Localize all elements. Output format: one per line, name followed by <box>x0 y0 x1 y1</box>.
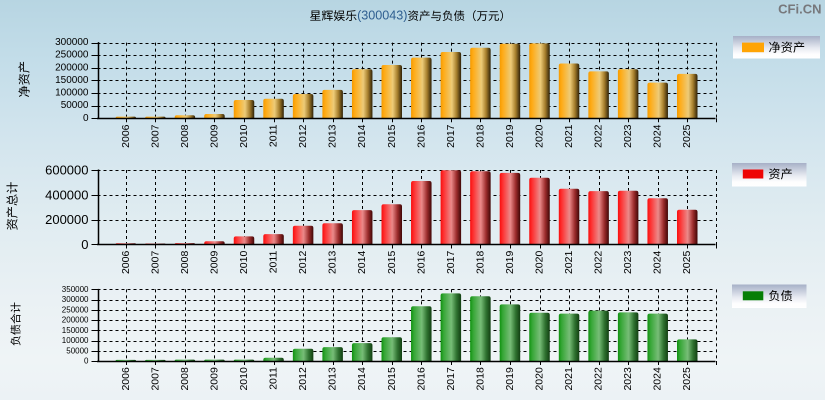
svg-text:2025: 2025 <box>681 367 693 391</box>
svg-text:2009: 2009 <box>208 251 220 275</box>
svg-text:2008: 2008 <box>179 251 191 275</box>
svg-text:150000: 150000 <box>55 75 89 86</box>
svg-text:2017: 2017 <box>445 251 457 275</box>
svg-text:2020: 2020 <box>534 251 546 275</box>
svg-text:2010: 2010 <box>238 124 250 148</box>
svg-text:250000: 250000 <box>55 50 89 61</box>
svg-text:400000: 400000 <box>45 187 88 202</box>
svg-text:100000: 100000 <box>62 336 89 345</box>
svg-text:2006: 2006 <box>120 124 132 148</box>
svg-text:2017: 2017 <box>445 367 457 391</box>
svg-text:2021: 2021 <box>563 251 575 275</box>
svg-text:2023: 2023 <box>622 367 634 391</box>
svg-text:0: 0 <box>81 237 88 252</box>
svg-text:2015: 2015 <box>386 124 398 148</box>
svg-text:2011: 2011 <box>268 251 280 274</box>
svg-text:250000: 250000 <box>62 305 89 314</box>
svg-text:0: 0 <box>83 113 89 124</box>
svg-text:200000: 200000 <box>62 316 89 325</box>
svg-text:2022: 2022 <box>593 124 605 148</box>
svg-text:2020: 2020 <box>534 367 546 391</box>
svg-text:200000: 200000 <box>45 212 88 227</box>
svg-text:2017: 2017 <box>445 124 457 148</box>
svg-text:2013: 2013 <box>327 251 339 275</box>
svg-text:2024: 2024 <box>652 367 664 391</box>
svg-text:2025: 2025 <box>681 251 693 275</box>
svg-text:2011: 2011 <box>268 124 280 147</box>
svg-text:2023: 2023 <box>622 124 634 148</box>
svg-text:2020: 2020 <box>534 124 546 148</box>
svg-text:2019: 2019 <box>504 251 516 275</box>
svg-text:2022: 2022 <box>593 367 605 391</box>
svg-text:2023: 2023 <box>622 251 634 275</box>
svg-text:2007: 2007 <box>149 367 161 391</box>
svg-text:2006: 2006 <box>120 251 132 275</box>
svg-text:2022: 2022 <box>593 251 605 275</box>
svg-text:2021: 2021 <box>563 367 575 391</box>
svg-text:2009: 2009 <box>208 367 220 391</box>
svg-text:150000: 150000 <box>62 326 89 335</box>
svg-text:2025: 2025 <box>681 124 693 148</box>
svg-text:2015: 2015 <box>386 367 398 391</box>
svg-text:2007: 2007 <box>149 251 161 275</box>
svg-text:2011: 2011 <box>268 367 280 390</box>
svg-text:2014: 2014 <box>356 251 368 275</box>
svg-text:200000: 200000 <box>55 62 89 73</box>
svg-text:CFi.CN: CFi.CN <box>778 2 821 17</box>
svg-text:2024: 2024 <box>652 124 664 148</box>
svg-text:2012: 2012 <box>297 251 309 275</box>
svg-text:2008: 2008 <box>179 124 191 148</box>
svg-text:2019: 2019 <box>504 124 516 148</box>
svg-text:2015: 2015 <box>386 251 398 275</box>
svg-text:100000: 100000 <box>55 88 89 99</box>
svg-text:2008: 2008 <box>179 367 191 391</box>
svg-text:2010: 2010 <box>238 251 250 275</box>
svg-text:2007: 2007 <box>149 124 161 148</box>
svg-text:2016: 2016 <box>415 367 427 391</box>
svg-text:300000: 300000 <box>55 37 89 48</box>
svg-text:2021: 2021 <box>563 124 575 148</box>
svg-text:2014: 2014 <box>356 367 368 391</box>
svg-text:2016: 2016 <box>415 251 427 275</box>
svg-text:50000: 50000 <box>61 100 89 111</box>
svg-text:2013: 2013 <box>327 124 339 148</box>
svg-text:2009: 2009 <box>208 124 220 148</box>
svg-text:2024: 2024 <box>652 251 664 275</box>
svg-text:(300043): (300043) <box>357 9 407 23</box>
svg-text:2010: 2010 <box>238 367 250 391</box>
svg-text:2012: 2012 <box>297 367 309 391</box>
svg-text:350000: 350000 <box>62 285 89 294</box>
svg-text:2013: 2013 <box>327 367 339 391</box>
svg-text:0: 0 <box>84 357 89 366</box>
svg-text:300000: 300000 <box>62 295 89 304</box>
svg-text:2012: 2012 <box>297 124 309 148</box>
svg-text:600000: 600000 <box>45 163 88 178</box>
svg-text:2019: 2019 <box>504 367 516 391</box>
svg-text:2006: 2006 <box>120 367 132 391</box>
svg-text:2018: 2018 <box>474 251 486 275</box>
svg-text:50000: 50000 <box>66 346 89 355</box>
svg-text:2014: 2014 <box>356 124 368 148</box>
svg-text:2018: 2018 <box>474 367 486 391</box>
svg-text:2016: 2016 <box>415 124 427 148</box>
svg-text:2018: 2018 <box>474 124 486 148</box>
